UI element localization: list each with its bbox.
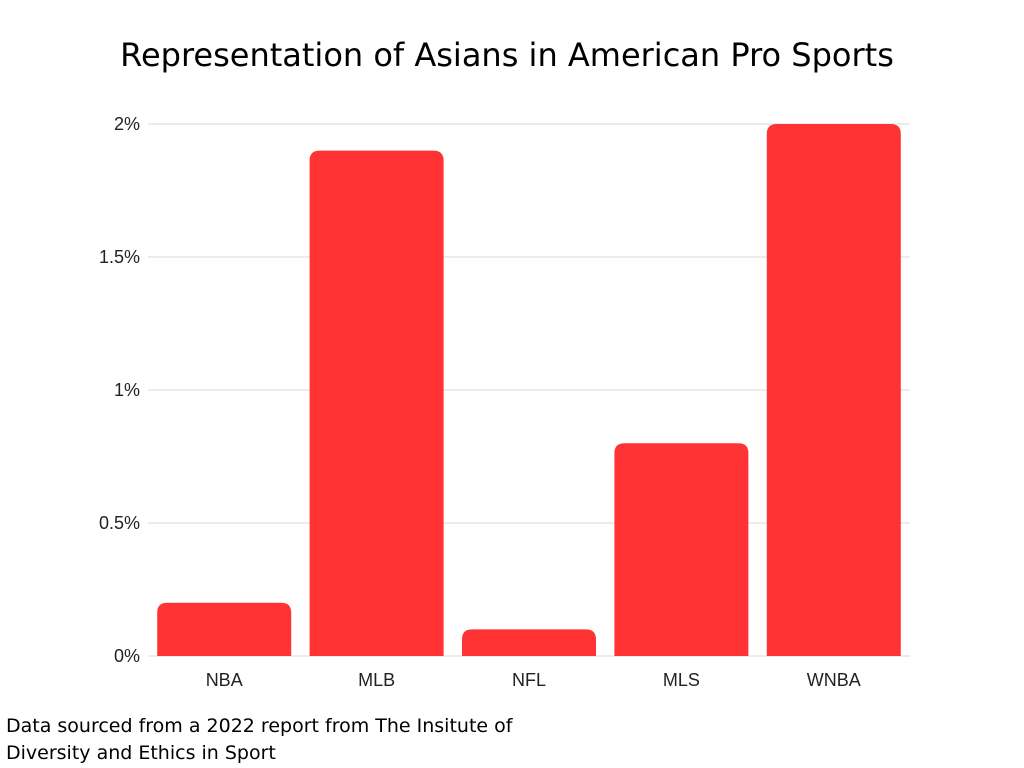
x-axis-tick-labels: NBA MLB NFL MLS WNBA	[206, 670, 861, 690]
y-tick-label: 1.5%	[99, 247, 140, 267]
bar-mlb	[309, 150, 444, 656]
x-tick-label: MLB	[358, 670, 395, 690]
x-tick-label: WNBA	[807, 670, 861, 690]
x-tick-label: NFL	[512, 670, 546, 690]
bar-nba	[157, 602, 292, 656]
source-note-line-2: Diversity and Ethics in Sport	[6, 742, 276, 764]
bar-wnba	[766, 124, 901, 656]
bars	[157, 124, 901, 656]
y-tick-label: 1%	[114, 380, 140, 400]
y-axis-tick-labels: 0% 0.5% 1% 1.5% 2%	[99, 114, 140, 666]
chart-title: Representation of Asians in American Pro…	[120, 36, 894, 74]
y-tick-label: 2%	[114, 114, 140, 134]
source-note-line-1: Data sourced from a 2022 report from The…	[6, 715, 513, 737]
bar-mls	[614, 443, 749, 656]
bar-nfl	[462, 629, 596, 656]
x-tick-label: MLS	[663, 670, 700, 690]
y-tick-label: 0%	[114, 646, 140, 666]
source-note: Data sourced from a 2022 report from The…	[6, 713, 646, 767]
x-tick-label: NBA	[206, 670, 243, 690]
y-tick-label: 0.5%	[99, 513, 140, 533]
